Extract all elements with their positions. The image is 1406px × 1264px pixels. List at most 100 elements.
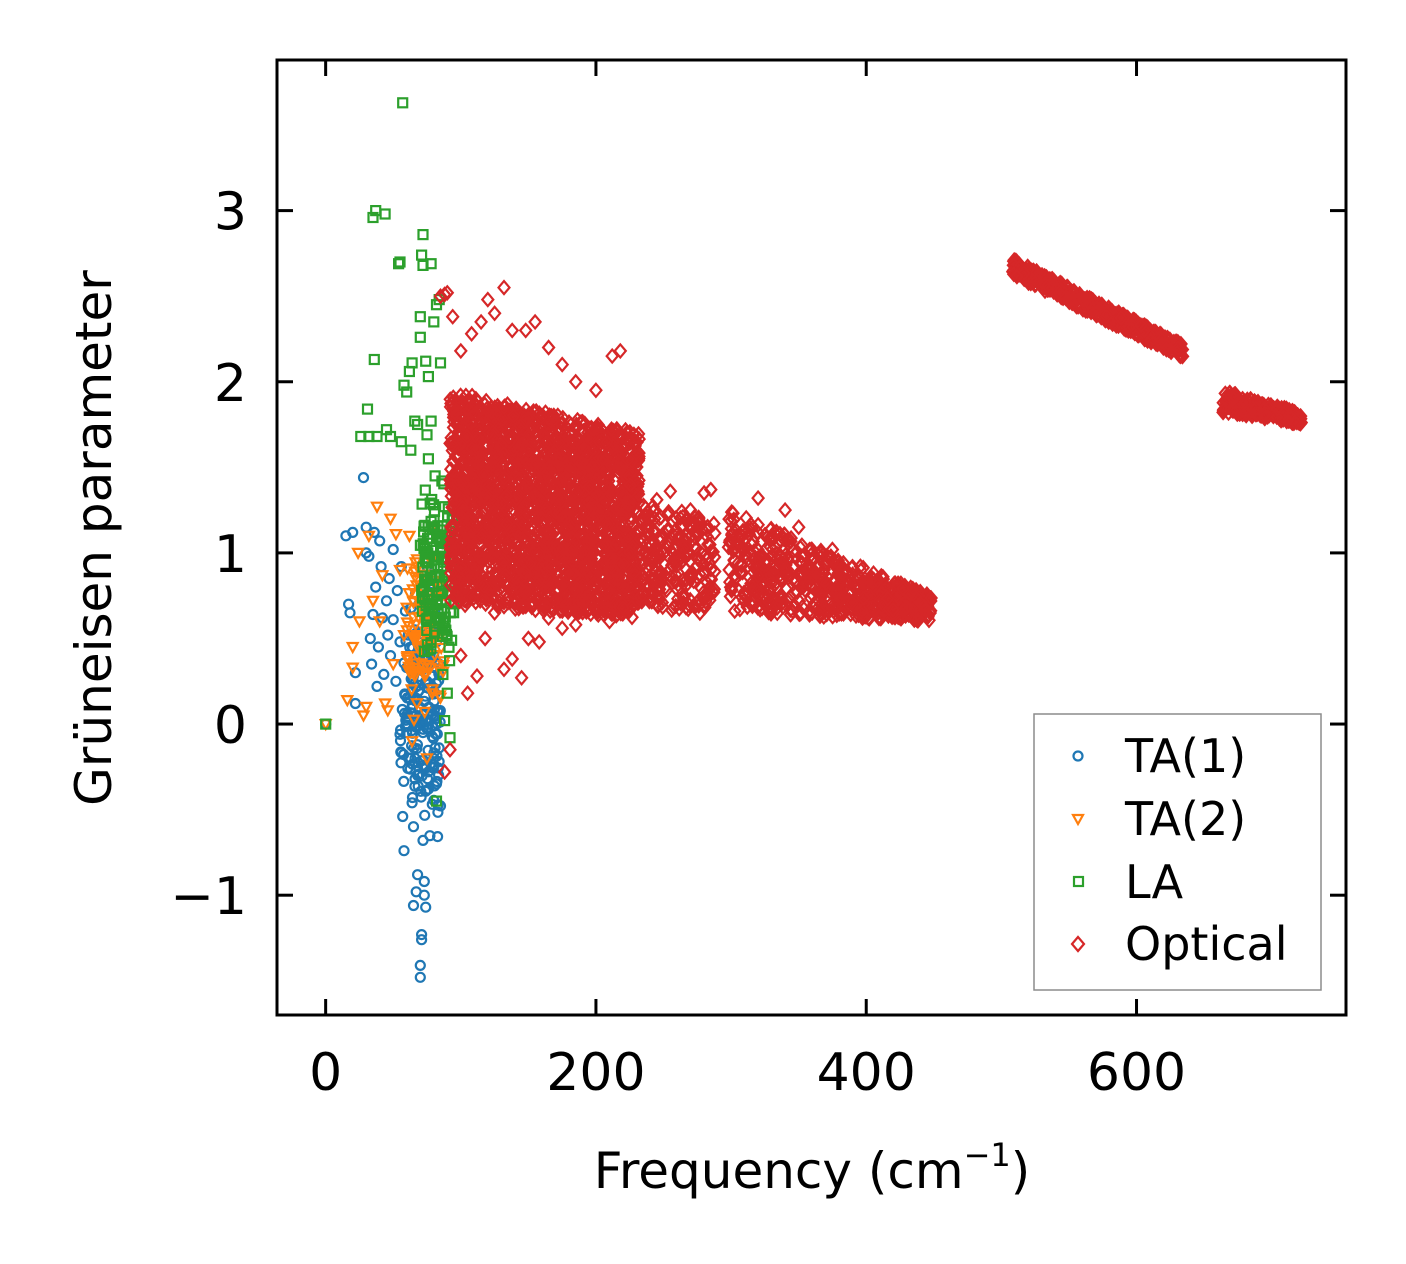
data-point-optical	[457, 442, 472, 459]
x-tick-label: 0	[309, 1043, 342, 1103]
data-point-optical	[631, 444, 646, 462]
data-point-ta2	[389, 529, 403, 542]
data-point-optical	[581, 494, 596, 511]
data-point-la	[397, 97, 409, 109]
data-point-ta1	[363, 550, 375, 562]
data-point-optical	[460, 428, 474, 445]
data-point-optical	[460, 463, 475, 481]
data-point-optical	[513, 417, 527, 435]
data-point-la	[439, 714, 451, 727]
data-point-ta2	[378, 698, 392, 711]
data-point-ta1	[394, 735, 407, 747]
data-point-ta2	[410, 698, 424, 711]
data-point-ta1	[397, 810, 409, 823]
data-point-ta2	[404, 684, 419, 697]
data-point-ta2	[420, 753, 434, 766]
data-point-optical	[476, 519, 491, 537]
data-point-la	[416, 249, 428, 261]
data-point-optical	[591, 416, 606, 433]
data-point-la	[361, 403, 374, 415]
y-tick-label: −1	[170, 867, 247, 927]
data-point-optical	[487, 399, 502, 416]
data-point-optical	[479, 500, 494, 518]
data-point-ta2	[401, 665, 416, 678]
data-point-ta1	[398, 775, 410, 788]
y-tick-label: 2	[214, 354, 247, 414]
legend-label-la: LA	[1125, 855, 1184, 909]
data-point-la	[401, 386, 413, 398]
data-point-optical	[481, 437, 496, 454]
data-point-optical	[508, 467, 523, 485]
data-point-la	[414, 311, 426, 323]
legend-label-ta2: TA(2)	[1124, 792, 1246, 846]
data-point-optical	[484, 399, 499, 416]
data-point-ta1	[419, 809, 431, 821]
data-point-ta2	[406, 632, 421, 646]
data-point-ta1	[432, 830, 444, 843]
data-point-ta1	[347, 526, 359, 539]
data-point-la	[448, 607, 460, 619]
data-point-ta1	[409, 752, 421, 764]
data-point-optical	[465, 397, 479, 415]
legend-label-optical: Optical	[1125, 917, 1287, 971]
data-point-ta2	[375, 570, 390, 583]
data-point-optical	[458, 596, 473, 614]
data-point-la	[430, 795, 443, 807]
y-axis-title: Grüneisen parameter	[65, 270, 123, 806]
data-point-optical	[464, 481, 479, 498]
data-point-la	[412, 418, 424, 431]
data-point-la	[421, 624, 433, 637]
data-point-optical	[499, 414, 514, 431]
data-point-ta1	[405, 752, 417, 764]
data-point-ta1	[396, 703, 408, 716]
legend: TA(1) TA(2) LA Optical	[1033, 713, 1322, 991]
data-point-la	[432, 614, 444, 626]
data-point-la	[384, 430, 397, 443]
data-point-ta1	[394, 636, 406, 648]
x-tick-label: 600	[1087, 1043, 1186, 1103]
data-point-optical	[530, 491, 545, 509]
data-point-la	[367, 211, 379, 224]
data-point-optical	[537, 597, 552, 615]
data-point-ta2	[397, 630, 411, 643]
data-point-la	[420, 355, 432, 367]
data-point-la	[425, 258, 437, 270]
data-point-ta2	[417, 706, 432, 720]
data-point-la	[394, 256, 406, 268]
data-point-ta1	[418, 889, 430, 901]
data-point-optical	[565, 563, 580, 581]
data-point-ta2	[408, 571, 422, 585]
data-point-optical	[601, 487, 616, 504]
x-tick-label: 200	[546, 1043, 645, 1103]
data-point-ta2	[405, 736, 419, 749]
series-la	[320, 97, 460, 807]
data-point-optical	[461, 456, 476, 473]
data-point-la	[443, 641, 455, 653]
data-point-la	[414, 331, 426, 343]
data-point-ta1	[378, 668, 390, 681]
data-point-ta1	[391, 584, 403, 597]
data-point-ta2	[383, 513, 398, 526]
series-optical	[433, 251, 1309, 781]
data-point-ta2	[386, 659, 401, 672]
data-point-la	[417, 229, 429, 241]
data-point-optical	[457, 474, 472, 492]
data-point-la	[425, 415, 437, 427]
data-point-ta2	[414, 658, 429, 671]
legend-label-ta1: TA(1)	[1124, 729, 1246, 783]
data-point-la	[406, 357, 418, 369]
data-point-ta1	[421, 773, 434, 785]
data-point-optical	[579, 555, 594, 572]
y-tick-label: 0	[214, 696, 247, 756]
data-point-optical	[460, 394, 475, 411]
data-point-la	[422, 453, 434, 465]
data-point-ta2	[400, 563, 415, 576]
data-point-optical	[525, 421, 540, 438]
data-point-optical	[528, 559, 542, 576]
data-point-ta1	[364, 632, 376, 645]
data-point-optical	[454, 559, 468, 576]
data-point-ta1	[366, 658, 378, 670]
data-point-ta2	[359, 701, 374, 715]
data-point-optical	[477, 407, 492, 424]
data-point-optical	[510, 578, 525, 595]
